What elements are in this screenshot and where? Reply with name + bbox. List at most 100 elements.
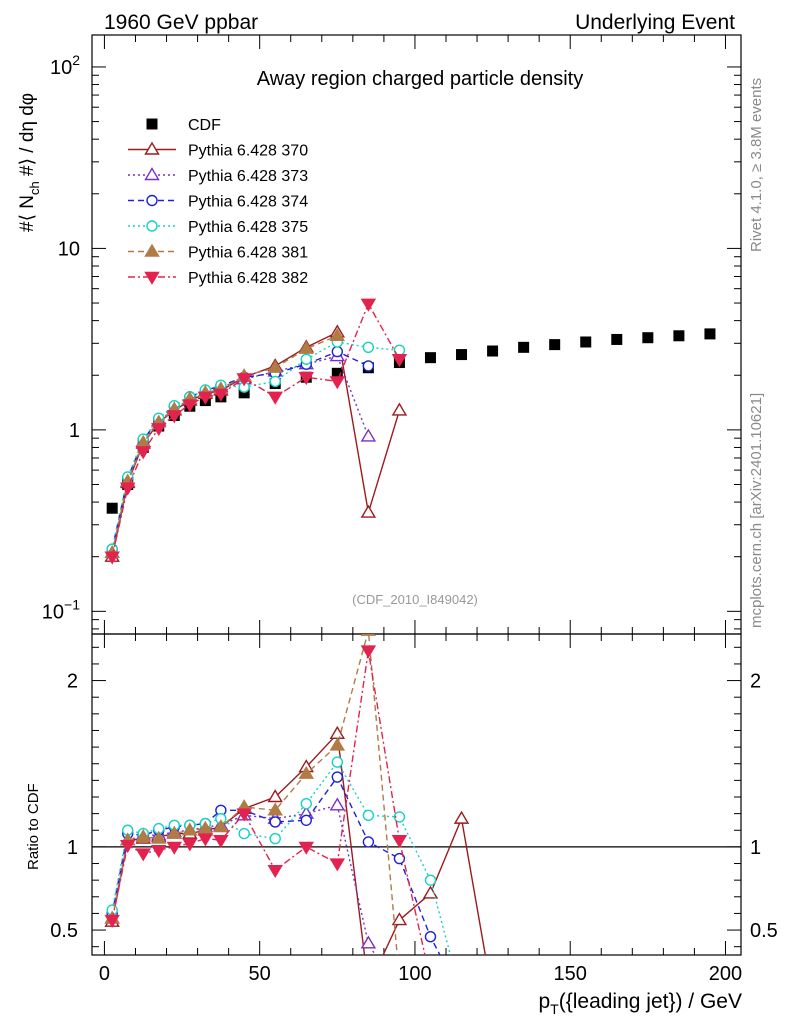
data-point bbox=[424, 352, 436, 364]
series-pythia-6-428-375 bbox=[106, 336, 406, 555]
legend-marker bbox=[146, 118, 158, 130]
legend-marker bbox=[144, 167, 160, 181]
main-y-tick-label: 1 bbox=[69, 420, 80, 442]
data-point bbox=[331, 367, 343, 379]
data-point bbox=[300, 353, 312, 365]
ratio-data-point bbox=[329, 737, 346, 751]
legend-label: Pythia 6.428 381 bbox=[188, 245, 308, 262]
ratio-series-pythia-6-428-382 bbox=[104, 645, 426, 955]
ratio-y-tick-label: 1 bbox=[67, 837, 78, 859]
ratio-data-point bbox=[267, 802, 283, 816]
legend-item: Pythia 6.428 373 bbox=[128, 167, 308, 185]
data-point bbox=[362, 360, 375, 372]
ratio-data-point bbox=[393, 852, 406, 865]
ratio-data-point bbox=[424, 874, 437, 886]
axes: 102 10 1 10−1 0 50 100 150 200 0.5 0.5 1 1 2 2 bbox=[42, 35, 778, 985]
ratio-data-point bbox=[182, 838, 198, 852]
ratio-series-line bbox=[111, 634, 398, 955]
ratio-data-point bbox=[269, 816, 281, 828]
legend-item: Pythia 6.428 375 bbox=[128, 219, 308, 236]
data-point bbox=[104, 551, 120, 565]
data-point bbox=[166, 410, 183, 424]
ratio-data-point bbox=[166, 841, 183, 855]
ratio-data-point bbox=[151, 830, 167, 844]
data-point bbox=[611, 333, 623, 345]
ratio-data-point bbox=[298, 841, 314, 855]
ratio-data-point bbox=[300, 797, 312, 810]
data-point bbox=[642, 332, 654, 344]
ratio-data-point bbox=[486, 990, 499, 1001]
data-point bbox=[580, 336, 592, 348]
ratio-data-point bbox=[269, 832, 281, 845]
ratio-data-point bbox=[213, 819, 229, 833]
data-point bbox=[456, 349, 468, 361]
main-y-tick-label: 10−1 bbox=[42, 596, 80, 623]
data-point bbox=[106, 502, 118, 514]
data-point bbox=[135, 446, 151, 460]
legend-item: CDF bbox=[146, 117, 221, 134]
ratio-y-axis-label: Ratio to CDF bbox=[25, 783, 42, 870]
legend-label: Pythia 6.428 375 bbox=[188, 219, 308, 236]
data-point bbox=[331, 345, 344, 358]
ratio-data-point bbox=[329, 797, 346, 811]
ratio-data-point bbox=[393, 811, 406, 823]
ratio-data-point bbox=[267, 864, 283, 879]
ratio-plot-marks bbox=[104, 634, 499, 1001]
ratio-y-tick-label: 0.5 bbox=[50, 920, 78, 942]
legend-marker bbox=[146, 220, 158, 232]
legend-marker bbox=[146, 194, 158, 207]
ratio-data-point bbox=[197, 820, 214, 834]
ratio-data-point bbox=[362, 980, 375, 991]
ratio-series-pythia-6-428-370 bbox=[104, 725, 499, 1001]
ratio-data-point bbox=[360, 634, 377, 636]
data-point bbox=[197, 391, 214, 405]
legend-label: Pythia 6.428 374 bbox=[188, 194, 308, 211]
header-right: Underlying Event bbox=[575, 11, 735, 34]
ratio-data-point bbox=[300, 814, 312, 826]
ratio-data-point bbox=[360, 645, 377, 659]
data-point bbox=[236, 373, 252, 387]
ratio-data-point bbox=[104, 914, 120, 928]
main-plot-marks bbox=[104, 298, 716, 565]
ratio-data-point bbox=[213, 835, 229, 849]
legend-item: Pythia 6.428 374 bbox=[128, 194, 308, 211]
data-point bbox=[329, 327, 346, 341]
data-point bbox=[298, 372, 314, 386]
ratio-data-point bbox=[362, 809, 375, 821]
ratio-data-point bbox=[238, 827, 250, 840]
ratio-data-point bbox=[267, 789, 283, 803]
data-point bbox=[549, 339, 561, 351]
data-point bbox=[182, 399, 198, 413]
legend-label: CDF bbox=[188, 117, 221, 134]
ratio-series-line bbox=[111, 804, 376, 955]
ratio-data-point bbox=[135, 848, 151, 862]
legend-label: Pythia 6.428 370 bbox=[188, 143, 308, 160]
data-point bbox=[360, 298, 377, 312]
ratio-data-point bbox=[391, 912, 408, 926]
data-point bbox=[151, 423, 167, 437]
ratio-data-point bbox=[391, 835, 408, 849]
data-point bbox=[329, 376, 346, 390]
ratio-data-point bbox=[422, 885, 439, 899]
header-left: 1960 GeV ppbar bbox=[104, 11, 258, 34]
data-point bbox=[360, 428, 377, 442]
data-point bbox=[487, 345, 499, 357]
ratio-y-tick-label-right: 2 bbox=[750, 671, 761, 693]
ratio-data-point bbox=[331, 756, 344, 768]
mcplots-note: mcplots.cern.ch [arXiv:2401.10621] bbox=[748, 393, 765, 628]
main-y-axis-label: #⟨ Nch #⟩ / dη dφ bbox=[17, 93, 42, 232]
ratio-data-point bbox=[331, 771, 344, 783]
data-point bbox=[213, 388, 229, 402]
ratio-y-tick-label-right: 1 bbox=[750, 837, 761, 859]
x-tick-label: 200 bbox=[709, 963, 742, 985]
ratio-data-point bbox=[298, 765, 314, 779]
ratio-data-point bbox=[360, 935, 377, 949]
ratio-data-point bbox=[135, 829, 151, 843]
data-point bbox=[298, 340, 314, 354]
ratio-data-point bbox=[393, 990, 406, 1001]
ratio-data-point bbox=[182, 822, 198, 836]
ratio-data-point bbox=[329, 858, 346, 872]
ratio-plot-frame bbox=[91, 633, 742, 956]
legend-item: Pythia 6.428 382 bbox=[128, 270, 308, 287]
